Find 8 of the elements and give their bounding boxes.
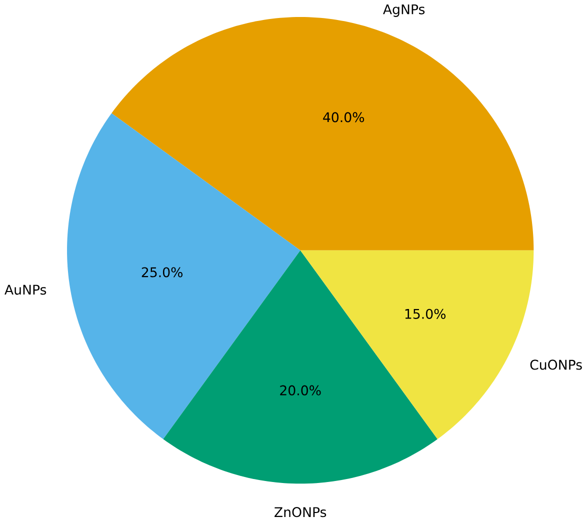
slice-label: CuONPs bbox=[530, 360, 582, 370]
data-label: 20.0% bbox=[280, 385, 321, 396]
slice-label: AgNPs bbox=[383, 4, 425, 18]
data-label: 40.0% bbox=[323, 112, 364, 122]
slice-label: AuNPs bbox=[4, 285, 46, 295]
data-label: 15.0% bbox=[405, 309, 446, 320]
data-label: 25.0% bbox=[142, 267, 183, 278]
slice-label: ZnONPs bbox=[274, 507, 326, 518]
